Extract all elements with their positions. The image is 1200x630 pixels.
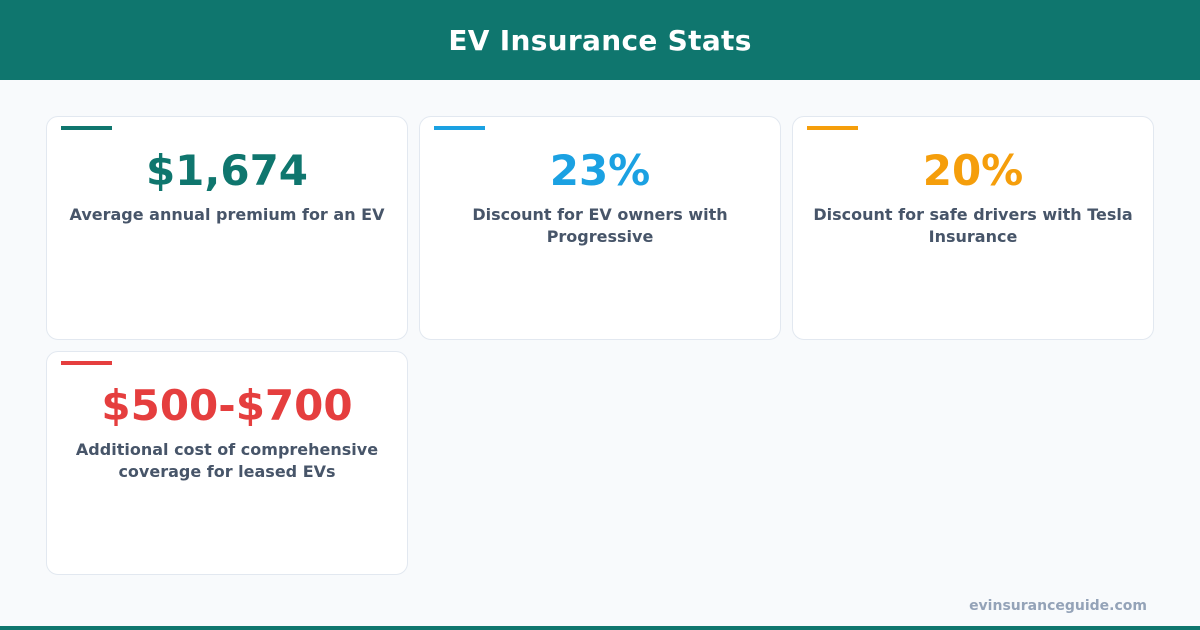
stat-value: $500-$700 <box>101 381 353 430</box>
stat-card-progressive-discount: 23% Discount for EV owners with Progress… <box>419 116 781 340</box>
page-title: EV Insurance Stats <box>448 23 752 57</box>
stat-card-average-premium: $1,674 Average annual premium for an EV <box>46 116 408 340</box>
stat-label: Discount for safe drivers with Tesla Ins… <box>813 205 1133 246</box>
stat-label: Additional cost of comprehensive coverag… <box>75 440 379 481</box>
header-banner: EV Insurance Stats <box>0 0 1200 80</box>
site-url: evinsuranceguide.com <box>969 598 1147 614</box>
accent-bar <box>807 126 858 130</box>
stat-value: 20% <box>922 146 1024 195</box>
bottom-accent-bar <box>0 626 1200 630</box>
stat-label: Average annual premium for an EV <box>69 205 385 224</box>
stat-value: 23% <box>549 146 651 195</box>
accent-bar <box>61 126 112 130</box>
stat-value: $1,674 <box>145 146 309 195</box>
accent-bar <box>434 126 485 130</box>
stat-card-tesla-discount: 20% Discount for safe drivers with Tesla… <box>792 116 1154 340</box>
stat-label: Discount for EV owners with Progressive <box>472 205 728 246</box>
stat-card-leased-coverage-cost: $500-$700 Additional cost of comprehensi… <box>46 351 408 575</box>
accent-bar <box>61 361 112 365</box>
